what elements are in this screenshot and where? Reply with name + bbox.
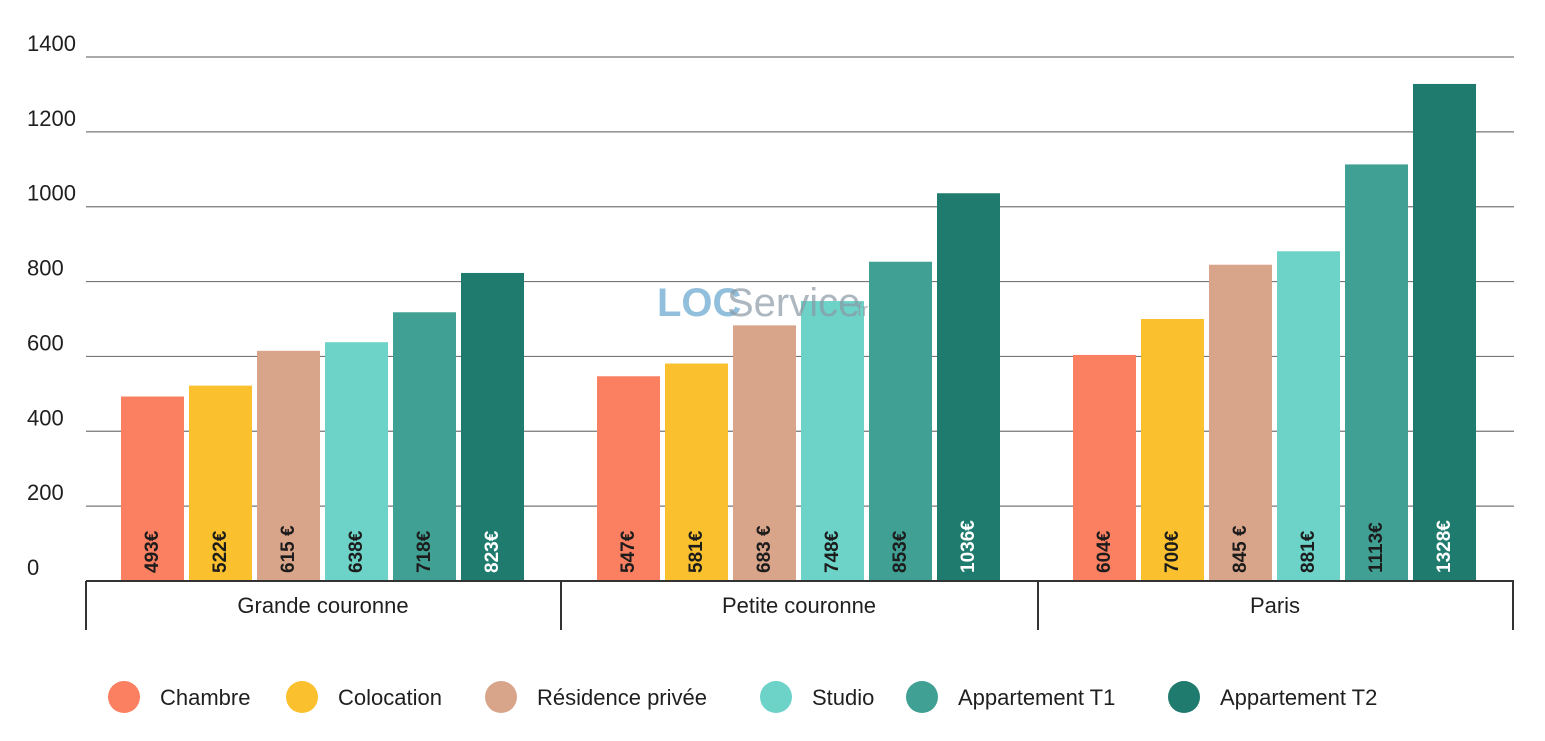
data-label-0-4: 718€ (414, 530, 435, 573)
bar-0-0 (121, 396, 184, 581)
legend-label-5: Appartement T2 (1220, 685, 1377, 710)
bar-2-4 (1345, 164, 1408, 582)
category-label-0: Grande couronne (237, 593, 408, 618)
bar-2-0 (1073, 354, 1136, 581)
bar-1-5 (937, 193, 1000, 582)
y-tick-label-1400: 1400 (27, 31, 76, 56)
y-tick-label-800: 800 (27, 256, 64, 281)
data-label-0-5: 823€ (482, 530, 503, 573)
data-label-2-5: 1328€ (1434, 520, 1455, 573)
data-label-1-1: 581€ (686, 530, 707, 573)
legend-label-1: Colocation (338, 685, 442, 710)
bar-1-0 (597, 376, 660, 581)
y-tick-label-200: 200 (27, 480, 64, 505)
bar-0-4 (393, 312, 456, 581)
y-tick-label-600: 600 (27, 330, 64, 355)
data-labels: 493€ 522€ 615 € 638€ 718€ 823€ 547€ 581€ 683 € 74… (142, 520, 1455, 573)
y-tick-label-400: 400 (27, 405, 64, 430)
category-label-2: Paris (1250, 593, 1300, 618)
watermark-logo: LOC Service .fr (657, 281, 868, 325)
legend-swatch-0 (108, 681, 140, 713)
bar-1-3 (801, 301, 864, 581)
watermark-domain-text: .fr (852, 300, 868, 320)
bar-0-2 (257, 350, 320, 581)
bar-2-1 (1141, 319, 1204, 581)
data-label-0-2: 615 € (278, 525, 299, 573)
legend-label-2: Résidence privée (537, 685, 707, 710)
data-label-1-2: 683 € (754, 525, 775, 573)
data-label-1-3: 748€ (822, 530, 843, 573)
data-label-0-0: 493€ (142, 530, 163, 573)
watermark-service-text: Service (727, 281, 860, 325)
bar-1-4 (869, 261, 932, 581)
legend: Chambre Colocation Résidence privée Studio A… (108, 681, 1377, 713)
legend-swatch-3 (760, 681, 792, 713)
data-label-2-1: 700€ (1162, 530, 1183, 573)
watermark-loc-text: LOC (657, 281, 741, 325)
legend-label-4: Appartement T1 (958, 685, 1115, 710)
data-label-0-3: 638€ (346, 530, 367, 573)
legend-swatch-4 (906, 681, 938, 713)
gridlines (86, 56, 1514, 507)
bar-2-5 (1413, 83, 1476, 581)
bars (121, 83, 1476, 582)
data-label-2-2: 845 € (1230, 525, 1251, 573)
legend-label-3: Studio (812, 685, 874, 710)
data-label-1-5: 1036€ (958, 520, 979, 573)
y-axis-ticks: 0 200 400 600 800 1000 1200 1400 (27, 31, 76, 580)
bar-1-1 (665, 363, 728, 581)
data-label-2-3: 881€ (1298, 530, 1319, 573)
bar-2-2 (1209, 264, 1272, 581)
bar-2-3 (1277, 251, 1340, 582)
bar-0-3 (325, 342, 388, 581)
category-label-1: Petite couronne (722, 593, 876, 618)
y-tick-label-0: 0 (27, 555, 39, 580)
data-label-0-1: 522€ (210, 530, 231, 573)
legend-label-0: Chambre (160, 685, 250, 710)
legend-swatch-5 (1168, 681, 1200, 713)
data-label-2-0: 604€ (1094, 530, 1115, 573)
legend-swatch-1 (286, 681, 318, 713)
bar-1-2 (733, 325, 796, 581)
data-label-2-4: 1113€ (1366, 522, 1387, 573)
bar-0-5 (461, 272, 524, 581)
bar-0-1 (189, 385, 252, 581)
data-label-1-0: 547€ (618, 530, 639, 573)
y-tick-label-1000: 1000 (27, 181, 76, 206)
data-label-1-4: 853€ (890, 530, 911, 573)
y-tick-label-1200: 1200 (27, 106, 76, 131)
legend-swatch-2 (485, 681, 517, 713)
x-axis: Grande couronne Petite couronne Paris (85, 580, 1514, 630)
